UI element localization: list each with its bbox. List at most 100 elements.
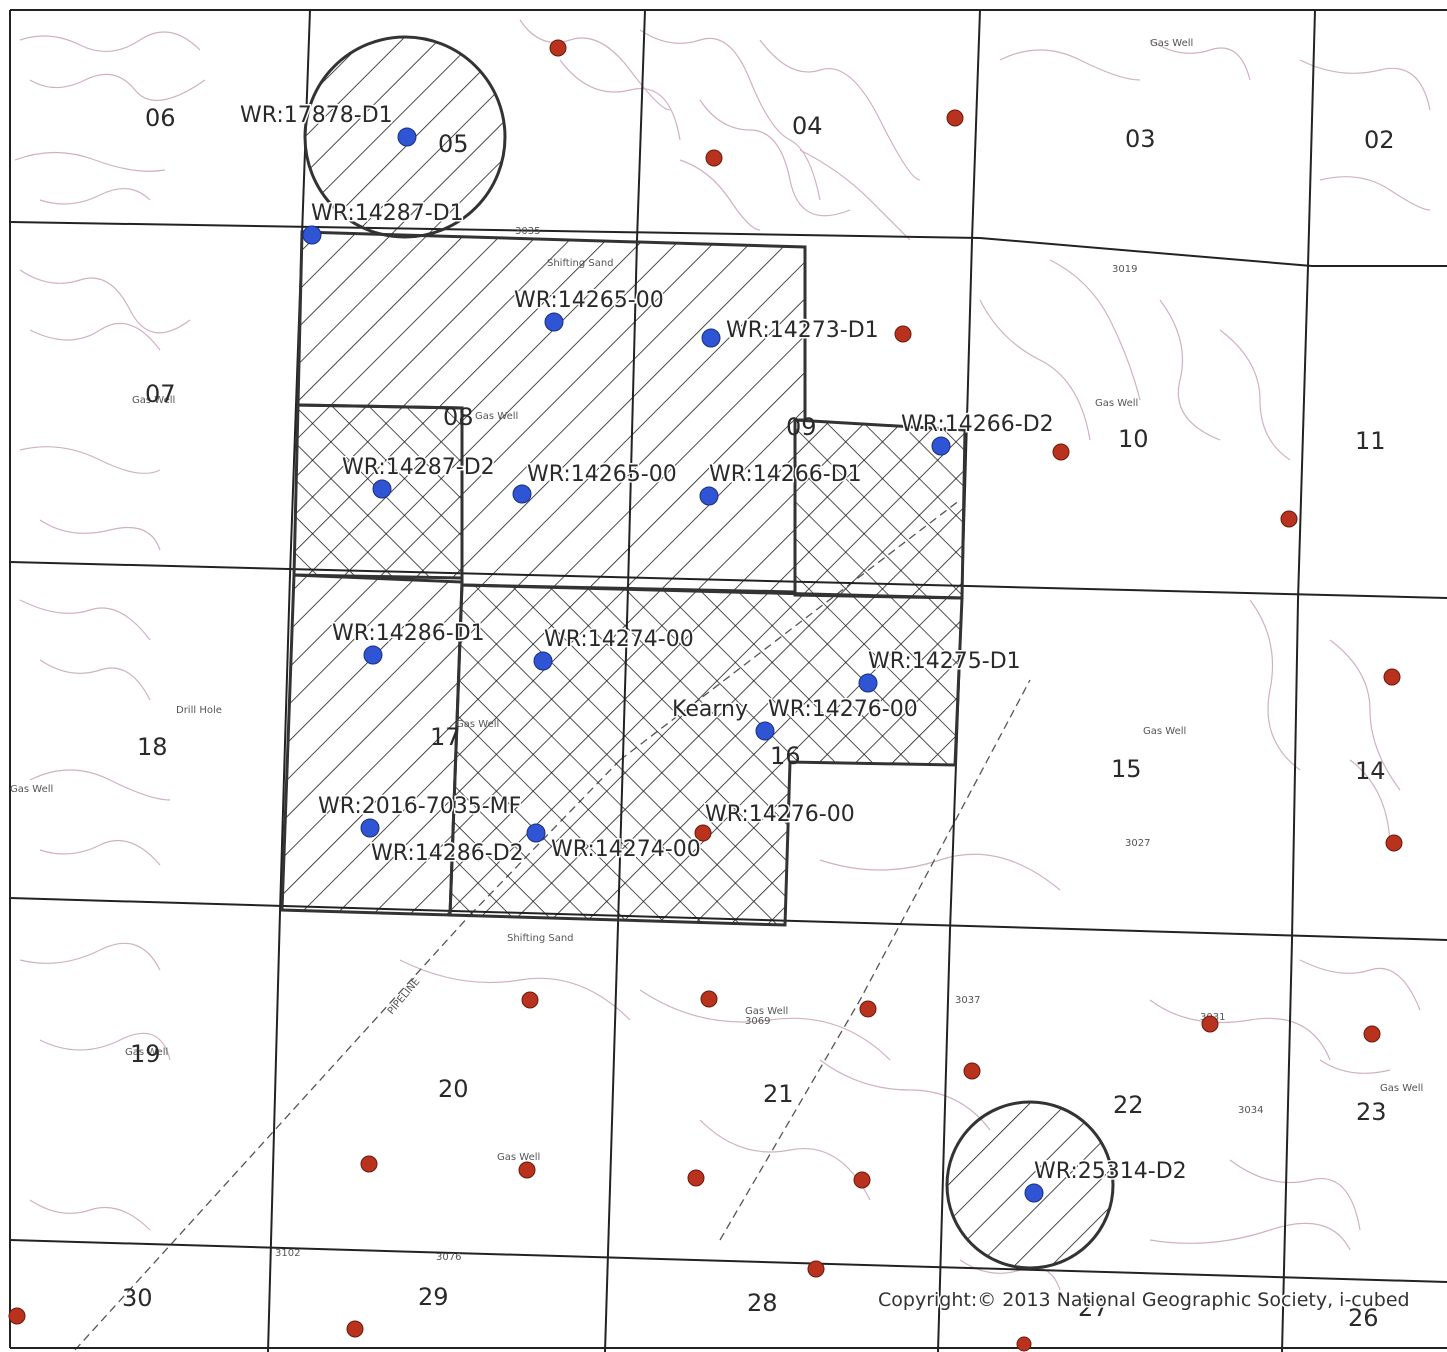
well-marker-14287-D1[interactable] [302, 225, 322, 245]
permit-label: WR:14287-D2 [342, 455, 495, 480]
well-marker-red[interactable] [705, 149, 723, 167]
permitted-wells [302, 127, 1044, 1203]
permit-label: WR:14266-D1 [709, 462, 862, 487]
section-number: 03 [1125, 125, 1156, 153]
place-label: Gas Well [1150, 38, 1193, 49]
well-marker-red[interactable] [700, 990, 718, 1008]
well-marker-red[interactable] [859, 1000, 877, 1018]
well-marker-25314-D2[interactable] [1024, 1183, 1044, 1203]
section-number: 28 [747, 1289, 778, 1317]
place-label: Gas Well [125, 1047, 168, 1058]
well-marker-14273-D1[interactable] [701, 328, 721, 348]
section-number: 05 [438, 130, 469, 158]
permit-label: WR:14265-00 [527, 462, 677, 487]
section-number: 16 [770, 742, 801, 770]
elevation-label: 3037 [955, 995, 980, 1006]
place-label-kearny: Kearny [672, 697, 748, 722]
permit-label: WR:14274-00 [551, 837, 701, 862]
well-marker-red[interactable] [549, 39, 567, 57]
place-label: Gas Well [456, 719, 499, 730]
section-number: 04 [792, 112, 823, 140]
well-marker-14287-D2[interactable] [372, 479, 392, 499]
place-label: Gas Well [745, 1006, 788, 1017]
permit-label: WR:14286-D2 [371, 841, 524, 866]
section-number: 22 [1113, 1091, 1144, 1119]
well-marker-red[interactable] [518, 1161, 536, 1179]
well-marker-red[interactable] [1383, 668, 1401, 686]
well-marker-red[interactable] [1385, 834, 1403, 852]
well-marker-14274-00[interactable] [526, 823, 546, 843]
well-marker-17878-D1[interactable] [397, 127, 417, 147]
well-marker-14276-00[interactable] [755, 721, 775, 741]
well-marker-red[interactable] [963, 1062, 981, 1080]
well-marker-2016-7035-MF[interactable] [360, 818, 380, 838]
well-marker-14275-D1[interactable] [858, 673, 878, 693]
elevation-label: 3019 [1112, 264, 1137, 275]
well-marker-14265-00[interactable] [544, 312, 564, 332]
section-number: 08 [443, 403, 474, 431]
well-marker-red[interactable] [1280, 510, 1298, 528]
place-label: Gas Well [132, 395, 175, 406]
permit-label: WR:14265-00 [514, 288, 664, 313]
well-marker-red[interactable] [807, 1260, 825, 1278]
permit-label: WR:14266-D2 [901, 412, 1054, 437]
well-marker-14266-D1[interactable] [699, 486, 719, 506]
well-marker-14286-D1[interactable] [363, 645, 383, 665]
place-label: Gas Well [1380, 1083, 1423, 1094]
section-number: 21 [763, 1080, 794, 1108]
well-marker-red[interactable] [521, 991, 539, 1009]
well-marker-red[interactable] [946, 109, 964, 127]
section-number: 18 [137, 733, 168, 761]
topographic-contours [14, 19, 1431, 1291]
permit-label: WR:14274-00 [544, 627, 694, 652]
permit-label: WR:14286-D1 [332, 621, 485, 646]
section-number: 30 [122, 1284, 153, 1312]
section-number: 29 [418, 1283, 449, 1311]
well-marker-14266-D2[interactable] [931, 436, 951, 456]
place-label: Shifting Sand [507, 933, 574, 944]
elevation-label: 3102 [275, 1248, 300, 1259]
well-marker-red[interactable] [1201, 1015, 1219, 1033]
well-marker-red[interactable] [1363, 1025, 1381, 1043]
well-marker-red[interactable] [360, 1155, 378, 1173]
place-label: Drill Hole [176, 705, 222, 716]
permit-label: WR:17878-D1 [240, 103, 393, 128]
elevation-label: 3034 [1238, 1105, 1263, 1116]
elevation-label: 3035 [515, 226, 540, 237]
section-number: 02 [1364, 126, 1395, 154]
section-number: 07 [145, 380, 176, 408]
well-marker-14265-00[interactable] [512, 484, 532, 504]
elevation-label: 3069 [745, 1016, 770, 1027]
permit-label: WR:14276-00 [705, 802, 855, 827]
place-label: Gas Well [475, 411, 518, 422]
section-number: 09 [786, 413, 817, 441]
place-label: Gas Well [1143, 726, 1186, 737]
well-marker-red[interactable] [694, 824, 712, 842]
permit-label: WR:14287-D1 [311, 201, 464, 226]
well-marker-red[interactable] [894, 325, 912, 343]
well-marker-red[interactable] [853, 1171, 871, 1189]
well-marker-red[interactable] [1016, 1336, 1032, 1352]
well-marker-red[interactable] [687, 1169, 705, 1187]
well-marker-red[interactable] [8, 1307, 26, 1325]
section-number: 06 [145, 104, 176, 132]
copyright-text: Copyright:© 2013 National Geographic Soc… [878, 1289, 1410, 1311]
well-marker-14274-00[interactable] [533, 651, 553, 671]
section-number: 19 [130, 1040, 161, 1068]
section-number: 11 [1355, 427, 1386, 455]
section-number: 10 [1118, 425, 1149, 453]
elevation-label: 3076 [436, 1252, 461, 1263]
permit-area-14274 [448, 583, 964, 927]
section-number: 23 [1356, 1098, 1387, 1126]
permit-labels: WR:17878-D1 WR:14287-D1 WR:14265-00 WR:1… [239, 102, 1189, 1186]
place-label: Gas Well [10, 784, 53, 795]
well-marker-red[interactable] [1052, 443, 1070, 461]
place-label: Gas Well [1095, 398, 1138, 409]
permit-label: WR:2016-7035-MF [318, 794, 521, 819]
permit-label: WR:14275-D1 [868, 649, 1021, 674]
section-number: 26 [1348, 1304, 1379, 1332]
well-marker-red[interactable] [346, 1320, 364, 1338]
permit-label: WR:14276-00 [768, 697, 918, 722]
elevation-label: 3027 [1125, 838, 1150, 849]
